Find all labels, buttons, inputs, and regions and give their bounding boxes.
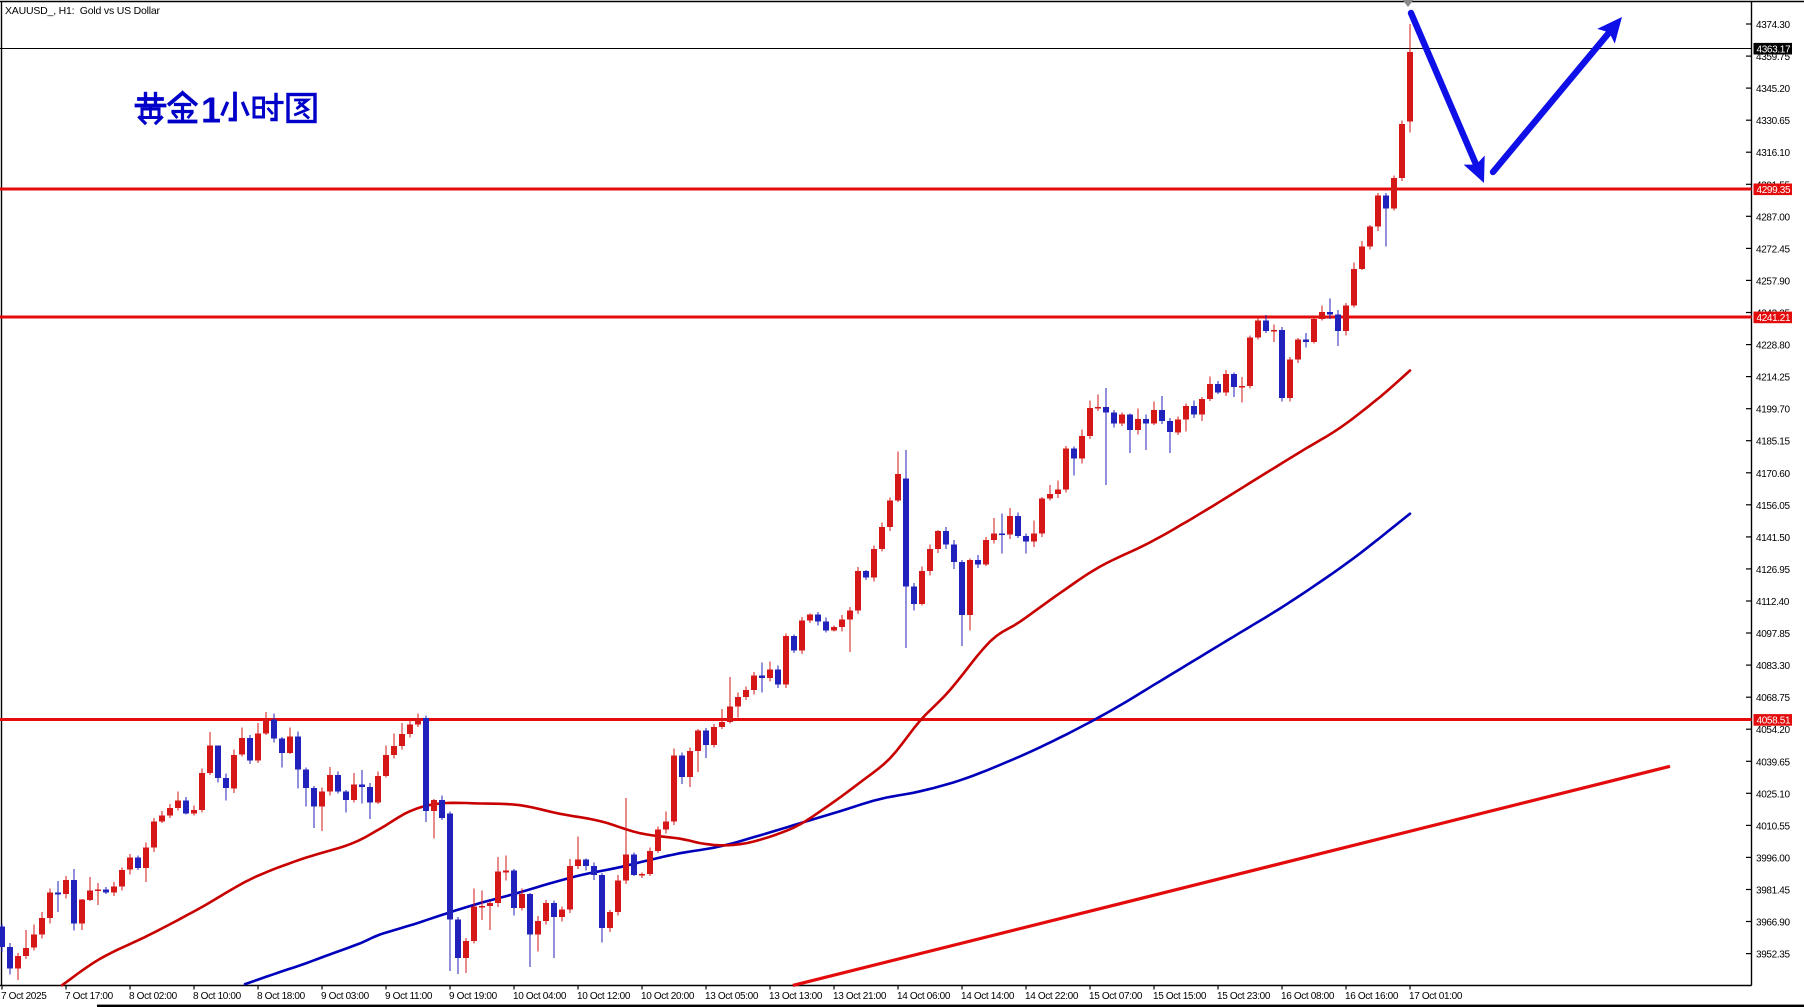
svg-text:1: 1	[201, 90, 221, 131]
svg-text:4316.10: 4316.10	[1756, 148, 1790, 159]
svg-text:4257.90: 4257.90	[1756, 276, 1790, 287]
svg-text:4345.20: 4345.20	[1756, 84, 1790, 95]
svg-text:15 Oct 23:00: 15 Oct 23:00	[1217, 991, 1271, 1002]
svg-text:10 Oct 12:00: 10 Oct 12:00	[577, 991, 631, 1002]
svg-text:4185.15: 4185.15	[1756, 437, 1790, 448]
svg-text:4374.30: 4374.30	[1756, 20, 1790, 31]
svg-text:7 Oct 17:00: 7 Oct 17:00	[65, 991, 114, 1002]
svg-text:4141.50: 4141.50	[1756, 533, 1790, 544]
svg-text:4097.85: 4097.85	[1756, 629, 1790, 640]
svg-text:4068.75: 4068.75	[1756, 693, 1790, 704]
svg-text:14 Oct 14:00: 14 Oct 14:00	[961, 991, 1015, 1002]
svg-text:8 Oct 18:00: 8 Oct 18:00	[257, 991, 306, 1002]
svg-text:7 Oct 2025: 7 Oct 2025	[1, 991, 47, 1002]
svg-text:9 Oct 03:00: 9 Oct 03:00	[321, 991, 370, 1002]
svg-text:4058.51: 4058.51	[1757, 716, 1791, 727]
svg-text:4054.20: 4054.20	[1756, 725, 1790, 736]
svg-text:4272.45: 4272.45	[1756, 244, 1790, 255]
svg-text:3996.00: 3996.00	[1756, 853, 1790, 864]
svg-text:10 Oct 20:00: 10 Oct 20:00	[641, 991, 695, 1002]
svg-text:4010.55: 4010.55	[1756, 821, 1790, 832]
svg-text:4112.40: 4112.40	[1756, 597, 1790, 608]
svg-text:4170.60: 4170.60	[1756, 469, 1790, 480]
svg-text:10 Oct 04:00: 10 Oct 04:00	[513, 991, 567, 1002]
svg-text:13 Oct 21:00: 13 Oct 21:00	[833, 991, 887, 1002]
svg-text:17 Oct 01:00: 17 Oct 01:00	[1409, 991, 1463, 1002]
svg-text:4299.35: 4299.35	[1757, 185, 1791, 196]
svg-text:4214.25: 4214.25	[1756, 373, 1790, 384]
svg-text:14 Oct 22:00: 14 Oct 22:00	[1025, 991, 1079, 1002]
svg-text:15 Oct 07:00: 15 Oct 07:00	[1089, 991, 1143, 1002]
svg-text:15 Oct 15:00: 15 Oct 15:00	[1153, 991, 1207, 1002]
svg-text:9 Oct 11:00: 9 Oct 11:00	[385, 991, 433, 1002]
svg-text:14 Oct 06:00: 14 Oct 06:00	[897, 991, 951, 1002]
svg-text:4241.21: 4241.21	[1757, 313, 1791, 324]
svg-text:13 Oct 05:00: 13 Oct 05:00	[705, 991, 759, 1002]
svg-text:4039.65: 4039.65	[1756, 757, 1790, 768]
svg-text:4228.80: 4228.80	[1756, 341, 1790, 352]
svg-text:16 Oct 08:00: 16 Oct 08:00	[1281, 991, 1335, 1002]
svg-text:16 Oct 16:00: 16 Oct 16:00	[1345, 991, 1399, 1002]
svg-text:8 Oct 10:00: 8 Oct 10:00	[193, 991, 242, 1002]
svg-text:8 Oct 02:00: 8 Oct 02:00	[129, 991, 178, 1002]
svg-text:4156.05: 4156.05	[1756, 501, 1790, 512]
svg-text:13 Oct 13:00: 13 Oct 13:00	[769, 991, 823, 1002]
svg-text:3981.45: 3981.45	[1756, 886, 1790, 897]
svg-text:4199.70: 4199.70	[1756, 405, 1790, 416]
svg-text:XAUUSD_, H1: Gold vs US Dolla: XAUUSD_, H1: Gold vs US Dollar	[5, 5, 161, 17]
svg-text:3966.90: 3966.90	[1756, 918, 1790, 929]
svg-text:4363.17: 4363.17	[1757, 45, 1791, 56]
svg-text:4359.75: 4359.75	[1756, 52, 1790, 63]
svg-text:4083.30: 4083.30	[1756, 661, 1790, 672]
svg-text:4287.00: 4287.00	[1756, 212, 1790, 223]
svg-text:3952.35: 3952.35	[1756, 950, 1790, 961]
svg-text:4126.95: 4126.95	[1756, 565, 1790, 576]
svg-text:4025.10: 4025.10	[1756, 789, 1790, 800]
svg-text:9 Oct 19:00: 9 Oct 19:00	[449, 991, 498, 1002]
svg-text:4330.65: 4330.65	[1756, 116, 1790, 127]
